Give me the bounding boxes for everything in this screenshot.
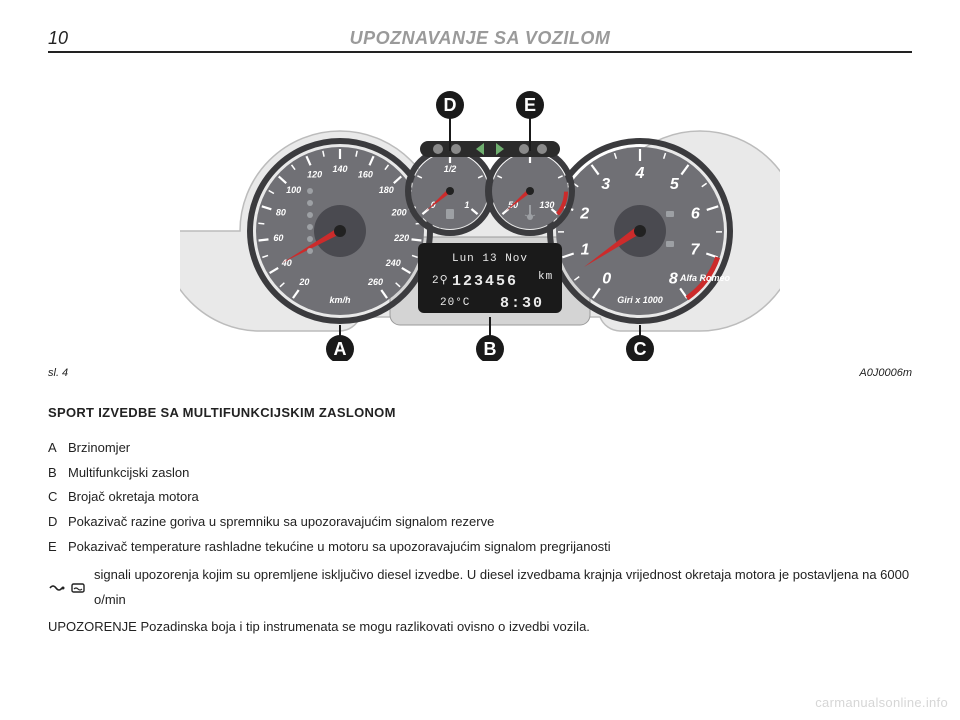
glow-plug-icon xyxy=(48,582,66,594)
svg-text:20: 20 xyxy=(298,277,309,287)
tacho-unit: Giri x 1000 xyxy=(617,295,663,305)
svg-text:1: 1 xyxy=(581,242,590,259)
fuel-pump-icon xyxy=(446,209,454,219)
svg-text:130: 130 xyxy=(539,200,554,210)
lcd-trip-icon: 2⚲ xyxy=(432,274,449,287)
svg-text:160: 160 xyxy=(358,169,373,179)
figure-number: sl. 4 xyxy=(48,367,68,379)
svg-text:5: 5 xyxy=(670,176,680,193)
legend-item-B: BMultifunkcijski zaslon xyxy=(48,461,912,486)
legend-item-C: CBrojač okretaja motora xyxy=(48,485,912,510)
svg-text:240: 240 xyxy=(385,258,401,268)
figure-caption: sl. 4 A0J0006m xyxy=(48,367,912,379)
svg-text:60: 60 xyxy=(273,233,283,243)
svg-text:1: 1 xyxy=(464,200,469,210)
svg-text:Alfa Romeo: Alfa Romeo xyxy=(679,273,731,283)
svg-text:140: 140 xyxy=(332,164,347,174)
svg-text:7: 7 xyxy=(690,242,700,259)
svg-text:0: 0 xyxy=(602,271,611,288)
callout-B: B xyxy=(484,339,497,359)
lcd-odo-unit: km xyxy=(538,271,553,283)
callout-A: A xyxy=(334,339,347,359)
svg-text:1/2: 1/2 xyxy=(444,164,457,174)
callout-E: E xyxy=(524,95,536,115)
lcd-date: Lun 13 Nov xyxy=(452,253,528,265)
figure: 20406080100120140160180200220240260 km/h… xyxy=(48,81,912,361)
svg-text:6: 6 xyxy=(691,206,700,223)
legend-item-D: DPokazivač razine goriva u spremniku sa … xyxy=(48,510,912,535)
callout-C: C xyxy=(634,339,647,359)
speedometer-gauge: 20406080100120140160180200220240260 km/h xyxy=(250,141,430,321)
fuel-gauge: 01/21 xyxy=(408,149,492,233)
legend-list: ABrzinomjer BMultifunkcijski zaslon CBro… xyxy=(48,436,912,640)
svg-text:200: 200 xyxy=(391,207,407,217)
lcd-odometer: 123456 xyxy=(452,273,518,290)
figure-code: A0J0006m xyxy=(859,367,912,379)
svg-text:220: 220 xyxy=(393,233,409,243)
page-header: 10 UPOZNAVANJE SA VOZILOM xyxy=(48,28,912,53)
legend-item-E: EPokazivač temperature rashladne tekućin… xyxy=(48,535,912,560)
svg-text:120: 120 xyxy=(307,169,322,179)
section-title: UPOZNAVANJE SA VOZILOM xyxy=(88,28,872,49)
warning-note: UPOZORENJE Pozadinska boja i tip instrum… xyxy=(48,615,912,640)
water-in-fuel-icon xyxy=(70,582,88,594)
subheading: SPORT IZVEDBE SA MULTIFUNKCIJSKIM ZASLON… xyxy=(48,405,912,420)
watermark: carmanualsonline.info xyxy=(815,695,948,710)
page-number: 10 xyxy=(48,28,88,49)
legend-item-A: ABrzinomjer xyxy=(48,436,912,461)
svg-text:180: 180 xyxy=(379,185,394,195)
indicator-strip xyxy=(420,141,560,157)
svg-text:2: 2 xyxy=(579,206,589,223)
tachometer-gauge: 01 23 4 56 78 Giri x 1000 Alfa Romeo xyxy=(550,141,731,321)
diesel-note: signali upozorenja kojim su opremljene i… xyxy=(48,563,912,612)
svg-text:80: 80 xyxy=(276,207,286,217)
instrument-cluster: 20406080100120140160180200220240260 km/h… xyxy=(180,81,780,361)
lcd-clock: 8:30 xyxy=(500,295,544,312)
temperature-gauge: 50130 xyxy=(488,149,572,233)
svg-text:3: 3 xyxy=(601,176,610,193)
svg-text:100: 100 xyxy=(286,185,301,195)
lcd-temp: 20°C xyxy=(440,297,470,309)
callout-D: D xyxy=(444,95,457,115)
svg-text:4: 4 xyxy=(635,165,645,182)
speedo-unit: km/h xyxy=(329,295,351,305)
lcd-display: Lun 13 Nov 2⚲ 123456 km 20°C 8:30 xyxy=(418,243,562,313)
svg-text:8: 8 xyxy=(669,271,678,288)
svg-text:260: 260 xyxy=(367,277,383,287)
